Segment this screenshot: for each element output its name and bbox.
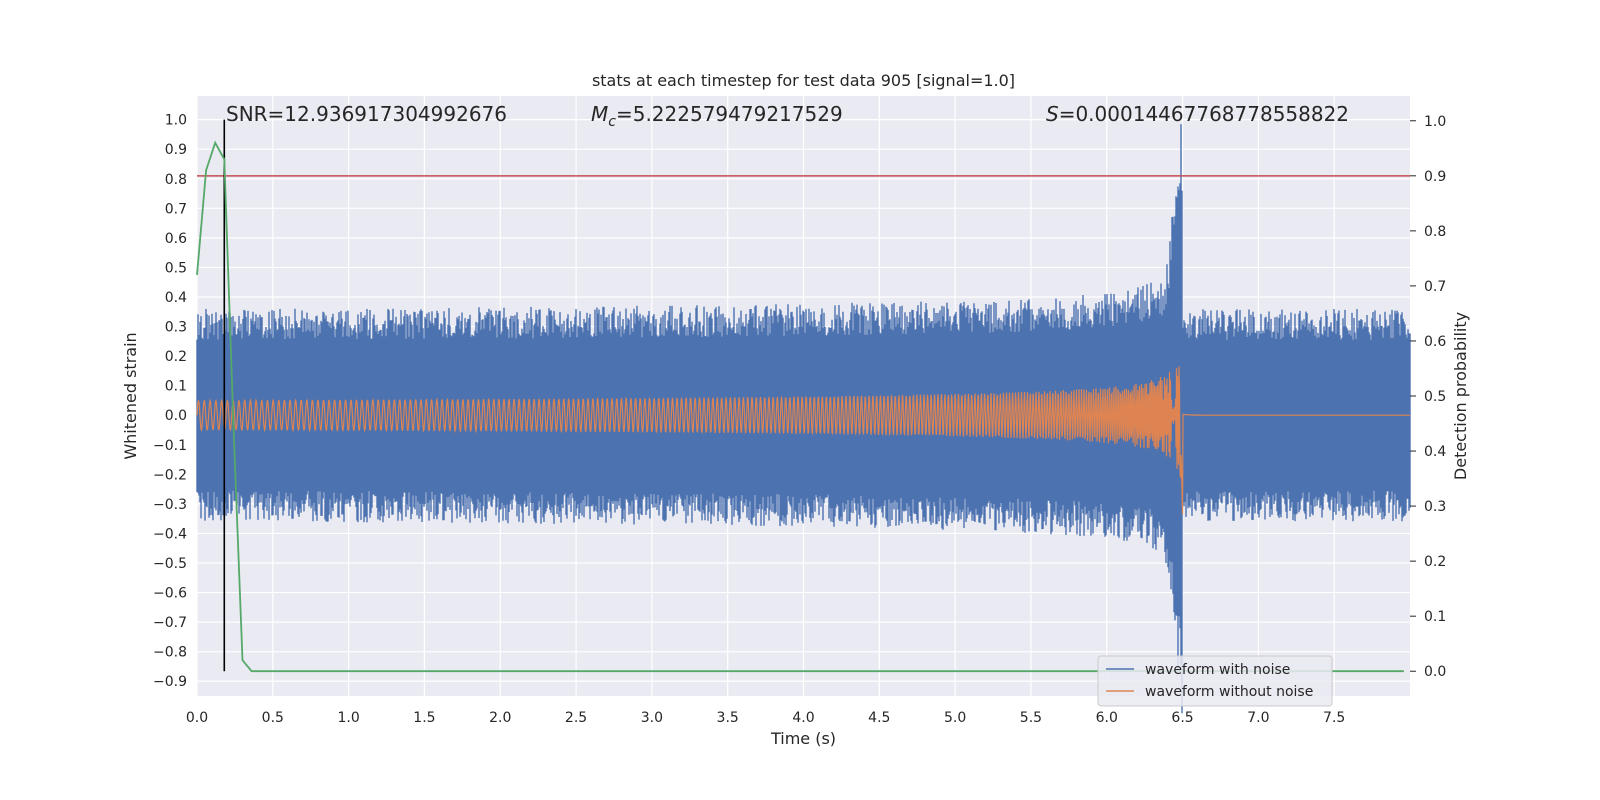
y-tick-label: −0.9 [153, 674, 187, 690]
x-tick-label: 7.0 [1247, 710, 1269, 726]
x-tick-label: 6.0 [1096, 710, 1118, 726]
y2-axis-ticks: 1.0 0.9 0.8 0.7 0.6 0.5 0.4 0.3 0.2 0.1 0.0 [1410, 114, 1446, 680]
chart-title: stats at each timestep for test data 905… [592, 71, 1015, 90]
y-tick-label: −0.5 [153, 556, 187, 572]
x-tick-label: 2.5 [565, 710, 587, 726]
y-tick-label: −0.1 [153, 438, 187, 454]
series-waveform-without-noise [196, 366, 1410, 515]
y2-tick-label: 0.1 [1424, 609, 1446, 625]
data-layer [196, 119, 1411, 714]
y-tick-label: −0.3 [153, 497, 187, 513]
y2-tick-label: 0.7 [1424, 279, 1446, 295]
x-tick-label: 5.0 [944, 710, 966, 726]
x-tick-label: 4.5 [868, 710, 890, 726]
y2-axis-label: Detection probability [1451, 312, 1470, 480]
x-tick-label: 4.0 [792, 710, 814, 726]
y-tick-label: 0.3 [165, 320, 187, 336]
y-tick-label: 1.0 [165, 113, 187, 129]
y-tick-label: 0.6 [165, 231, 187, 247]
y-tick-label: 0.7 [165, 201, 187, 217]
y-tick-label: −0.4 [153, 526, 187, 542]
x-tick-label: 1.5 [413, 710, 435, 726]
y2-tick-label: 0.0 [1424, 664, 1446, 680]
chirp-mass-symbol: M [591, 102, 608, 126]
y-tick-label: 0.2 [165, 349, 187, 365]
y2-tick-label: 0.6 [1424, 334, 1446, 350]
y2-tick-label: 1.0 [1424, 114, 1446, 130]
y-axis-label: Whitened strain [121, 332, 140, 459]
y-tick-label: −0.7 [153, 615, 187, 631]
y-tick-label: 0.5 [165, 260, 187, 276]
x-tick-label: 6.5 [1171, 710, 1193, 726]
s-annotation: S=0.00014467768778558822 [1046, 102, 1349, 126]
x-axis-label: Time (s) [770, 729, 836, 748]
y-tick-label: 0.8 [165, 172, 187, 188]
chirp-mass-subscript: c [608, 114, 616, 130]
chirp-mass-annotation: Mc=5.222579479217529 [591, 102, 843, 130]
x-tick-label: 5.5 [1020, 710, 1042, 726]
y-tick-label: −0.8 [153, 645, 187, 661]
y2-tick-label: 0.8 [1424, 224, 1446, 240]
y2-tick-label: 0.9 [1424, 169, 1446, 185]
snr-annotation: SNR=12.936917304992676 [226, 102, 507, 126]
y-tick-label: 0.1 [165, 379, 187, 395]
y2-tick-label: 0.5 [1424, 389, 1446, 405]
x-tick-label: 7.5 [1323, 710, 1345, 726]
s-value: =0.00014467768778558822 [1059, 102, 1349, 126]
chirp-mass-value: =5.222579479217529 [616, 102, 843, 126]
legend-box [1097, 655, 1333, 707]
legend: waveform with noise waveform without noi… [1097, 655, 1333, 707]
y-tick-label: −0.2 [153, 467, 187, 483]
x-tick-label: 0.0 [186, 710, 208, 726]
y2-tick-label: 0.2 [1424, 554, 1446, 570]
y2-tick-label: 0.3 [1424, 499, 1446, 515]
series-detection-probability [196, 140, 1404, 673]
x-tick-label: 3.0 [641, 710, 663, 726]
y-tick-label: −0.6 [153, 586, 187, 602]
y2-tick-label: 0.4 [1424, 444, 1446, 460]
s-symbol: S [1046, 102, 1059, 126]
y-tick-label: 0.4 [165, 290, 187, 306]
y-axis-ticks: 1.0 0.9 0.8 0.7 0.6 0.5 0.4 0.3 0.2 0.1 0.0 −0.1 −0.… [153, 113, 187, 691]
x-tick-label: 0.5 [262, 710, 284, 726]
y-tick-label: 0.9 [165, 142, 187, 158]
y-tick-label: 0.0 [165, 408, 187, 424]
x-tick-label: 1.0 [337, 710, 359, 726]
x-tick-label: 3.5 [717, 710, 739, 726]
legend-label-clean: waveform without noise [1145, 684, 1313, 700]
legend-label-noise: waveform with noise [1145, 662, 1290, 678]
x-tick-label: 2.0 [489, 710, 511, 726]
x-axis-ticks: 0.0 0.5 1.0 1.5 2.0 2.5 3.0 3.5 4.0 4.5 5.0 5.5 6.0 6… [186, 710, 1345, 726]
